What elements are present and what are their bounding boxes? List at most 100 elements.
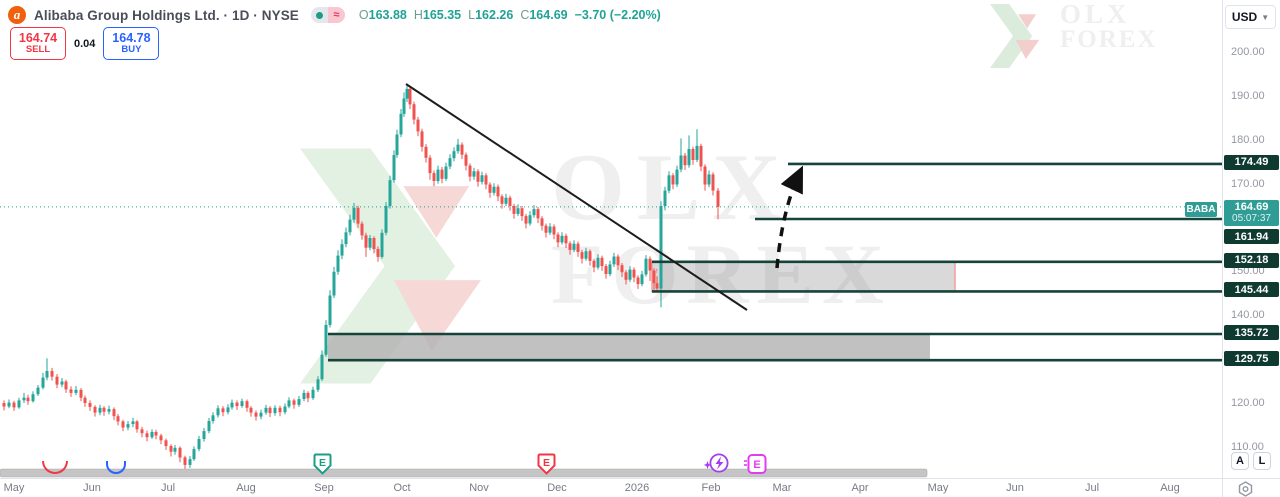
alibaba-logo-icon: a <box>8 6 26 24</box>
level-price-badge[interactable]: 129.75 <box>1224 351 1279 367</box>
candle-body <box>364 235 368 248</box>
time-axis-label: Jul <box>160 482 176 494</box>
price-axis[interactable]: 200.00 190.00 180.00 170.00 150.00 140.00 120.… <box>1222 0 1280 478</box>
candle-body <box>376 249 380 257</box>
candle-body <box>107 409 111 412</box>
log-scale-button[interactable]: L <box>1253 452 1271 470</box>
auto-scale-button[interactable]: A <box>1231 452 1249 470</box>
level-price-badge[interactable]: 174.49 <box>1224 154 1279 170</box>
level-price-badge[interactable]: 152.18 <box>1224 252 1279 268</box>
price-axis-label: 110.00 <box>1231 440 1264 453</box>
projection-arrow[interactable] <box>775 165 803 269</box>
chart-settings-icon[interactable] <box>1237 481 1254 497</box>
candle-body <box>83 397 87 403</box>
chart-canvas[interactable]: ↑ <box>0 0 1222 478</box>
candle-body <box>420 131 424 147</box>
indicator-toggle[interactable]: ≈ <box>310 7 345 23</box>
candle-body <box>150 432 154 438</box>
candle-body <box>552 226 556 235</box>
candle-body <box>69 389 73 393</box>
candle-body <box>26 397 30 402</box>
earnings-marker-green[interactable]: E <box>313 453 332 480</box>
svg-text:E: E <box>753 459 760 471</box>
candle-body <box>88 403 92 407</box>
zone-mini-label: ↑ <box>655 268 659 275</box>
time-axis[interactable]: May Jun Jul Aug Sep Oct Nov Dec 2026 Feb Mar Apr May… <box>0 478 1280 497</box>
blue-arc-marker[interactable] <box>106 461 126 474</box>
event-marker-pink[interactable]: E <box>743 453 767 480</box>
candle-body <box>235 402 239 407</box>
watermark-corner: OLX FOREX <box>990 1 1158 70</box>
shield-icon: E <box>313 453 332 475</box>
candle-body <box>652 270 656 284</box>
candle-body <box>683 155 687 166</box>
time-axis-label: Mar <box>772 482 792 494</box>
lightning-icon <box>703 453 729 473</box>
open-value: 163.88 <box>368 8 407 22</box>
candle-body <box>640 274 644 285</box>
candle-body <box>512 206 516 214</box>
candle-body <box>596 257 600 268</box>
sell-button[interactable]: 164.74 SELL <box>10 27 66 60</box>
change-value: −3.70 (−2.20%) <box>574 8 661 22</box>
candle-body <box>520 208 524 217</box>
buy-button[interactable]: 164.78 BUY <box>103 27 160 60</box>
candle-body <box>663 190 667 206</box>
time-axis-label: Jul <box>1084 482 1100 494</box>
candle-body <box>544 225 548 233</box>
candle-body <box>249 407 253 413</box>
candle-body <box>536 209 540 219</box>
candle-body <box>368 238 372 248</box>
horizontal-level-lines[interactable] <box>328 162 1222 362</box>
candle-body <box>302 392 306 399</box>
candle-body <box>221 408 225 413</box>
currency-selector[interactable]: USD ▼ <box>1225 5 1276 29</box>
candle-body <box>324 324 328 355</box>
candle-body <box>576 243 580 252</box>
current-price-badge[interactable]: 164.69 05:07:37 <box>1224 199 1279 226</box>
candle-body <box>268 407 272 414</box>
trendline[interactable] <box>405 83 748 311</box>
candle-body <box>93 406 97 413</box>
symbol-title[interactable]: Alibaba Group Holdings Ltd. · 1D · NYSE <box>34 7 299 23</box>
candle-body <box>352 207 356 220</box>
candle-body <box>216 408 220 416</box>
candle-body <box>340 244 344 256</box>
svg-text:E: E <box>543 457 550 469</box>
candle-body <box>135 421 139 430</box>
ai-signal-marker[interactable] <box>703 452 730 479</box>
candle-body <box>440 169 444 179</box>
candle-body <box>480 175 484 182</box>
candle-body <box>412 104 416 120</box>
candle-body <box>472 171 476 177</box>
candle-body <box>456 144 460 152</box>
candle-body <box>2 403 6 407</box>
time-axis-label: Oct <box>393 482 411 494</box>
level-price-badge[interactable]: 135.72 <box>1224 325 1279 340</box>
candle-body <box>102 407 106 412</box>
candle-body <box>556 234 560 243</box>
candle-body <box>612 256 616 265</box>
descending-trendline <box>405 83 748 311</box>
time-axis-label: Aug <box>1160 482 1180 494</box>
candle-body <box>240 401 244 406</box>
time-axis-label: May <box>927 482 949 494</box>
candle-body <box>197 439 201 450</box>
candle-body <box>703 166 707 185</box>
candle-body <box>608 264 612 275</box>
candle-body <box>320 354 324 380</box>
candle-body <box>164 440 168 446</box>
candle-body <box>121 421 125 428</box>
level-price-badge[interactable]: 161.94 <box>1224 229 1279 244</box>
level-price-badge[interactable]: 145.44 <box>1224 282 1279 298</box>
candle-body <box>60 381 64 385</box>
candle-body <box>616 256 620 266</box>
earnings-marker-red[interactable]: E <box>537 453 556 480</box>
candle-body <box>112 409 116 417</box>
timeline-scrollbar[interactable] <box>0 468 928 478</box>
candle-body <box>55 376 59 385</box>
candle-body <box>154 432 158 436</box>
candle-body <box>504 197 508 204</box>
candle-body <box>540 218 544 226</box>
